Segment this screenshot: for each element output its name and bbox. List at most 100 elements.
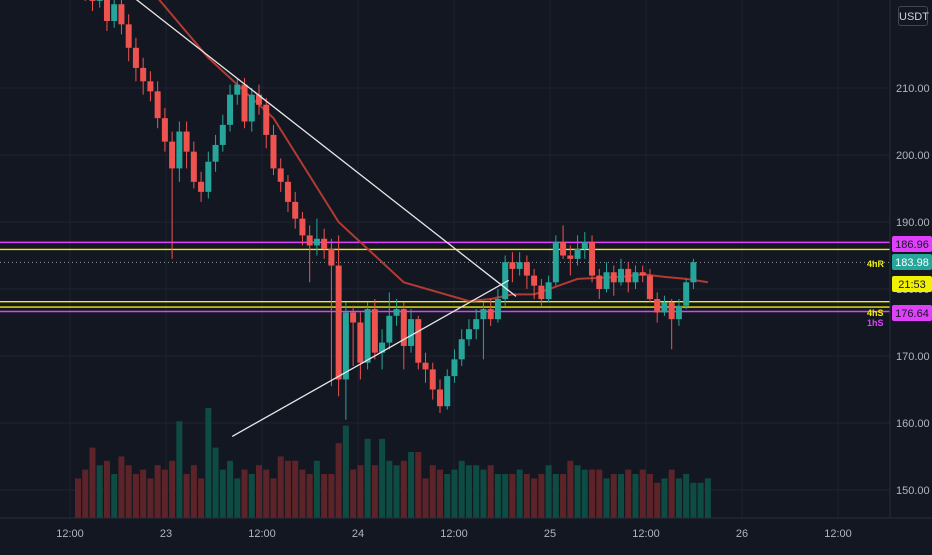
candle-body[interactable] [313,238,320,246]
candle-body[interactable] [618,268,624,283]
candle-body[interactable] [205,161,212,192]
candle-body[interactable] [589,242,596,276]
candle-body[interactable] [176,131,183,169]
candle-body[interactable] [89,0,96,1]
trendline-descending-resistance[interactable] [87,0,517,297]
candle-body[interactable] [111,4,118,21]
candle-body[interactable] [161,118,168,142]
candle-body[interactable] [147,81,154,92]
candle-body[interactable] [574,248,581,259]
currency-badge[interactable]: USDT [898,6,929,26]
candle-body[interactable] [227,94,234,125]
candle-body[interactable] [610,272,617,283]
candle-body[interactable] [465,329,472,340]
candle-body[interactable] [639,272,646,276]
candle-body[interactable] [690,262,697,283]
candle-body[interactable] [415,319,422,363]
volume-bar [241,469,248,518]
candle-body[interactable] [567,255,574,259]
candle-body[interactable] [198,181,205,192]
volume-bar [408,452,415,518]
candle-body[interactable] [219,124,226,145]
candle-body[interactable] [321,238,328,249]
candle-body[interactable] [357,322,364,363]
candle-body[interactable] [118,4,125,25]
candle-body[interactable] [408,319,415,346]
candle-body[interactable] [371,309,378,353]
candle-body[interactable] [350,312,357,323]
candle-body[interactable] [422,362,429,370]
candle-body[interactable] [661,302,668,313]
candle-body[interactable] [393,309,400,316]
candle-body[interactable] [560,242,567,256]
candle-body[interactable] [683,282,690,306]
candle-body[interactable] [103,0,110,21]
candle-body[interactable] [342,312,349,380]
candle-body[interactable] [625,268,632,283]
candle-body[interactable] [552,242,559,283]
candle-body[interactable] [494,299,501,320]
candle-body[interactable] [473,319,480,330]
candle-body[interactable] [234,84,241,95]
candle-body[interactable] [277,168,284,182]
candle-body[interactable] [96,0,103,1]
candle-body[interactable] [545,282,552,300]
candle-body[interactable] [241,84,248,122]
candle-body[interactable] [646,275,653,300]
candle-body[interactable] [263,104,270,135]
candle-body[interactable] [509,262,516,269]
volume-bar [552,474,559,518]
axis-label-countdown[interactable] [892,276,932,292]
candle-body[interactable] [531,275,538,286]
candle-body[interactable] [596,275,603,289]
volume-bar [473,465,480,518]
candle-body[interactable] [169,141,176,169]
candle-body[interactable] [516,262,523,269]
candle-body[interactable] [379,342,386,353]
candle-body[interactable] [668,302,675,320]
candle-body[interactable] [437,389,443,407]
candle-body[interactable] [190,151,197,182]
candle-body[interactable] [523,262,530,276]
candle-body[interactable] [502,262,509,300]
candle-body[interactable] [248,94,255,122]
candle-body[interactable] [400,309,407,346]
candle-body[interactable] [458,339,465,360]
candle-body[interactable] [183,131,190,152]
candle-body[interactable] [429,369,436,390]
axis-label-183[interactable] [892,254,932,270]
candle-body[interactable] [154,91,161,119]
candle-body[interactable] [306,235,313,246]
candle-body[interactable] [603,272,610,289]
candle-body[interactable] [335,265,342,380]
candle-body[interactable] [284,181,291,202]
candle-body[interactable] [451,359,458,377]
candle-body[interactable] [270,134,277,169]
candle-body[interactable] [212,144,219,162]
candle-body[interactable] [256,94,262,105]
trendline-ascending-support[interactable] [231,279,510,437]
candle-body[interactable] [675,305,682,320]
candle-body[interactable] [538,285,545,300]
volume-bar [393,465,400,518]
moving-average-line[interactable] [78,0,709,303]
axis-label-176[interactable] [892,305,932,321]
candle-body[interactable] [654,299,661,313]
candle-body[interactable] [386,315,393,343]
candle-body[interactable] [132,47,139,68]
axis-label-186[interactable] [892,236,932,252]
candle-body[interactable] [299,218,306,236]
candle-body[interactable] [364,309,371,363]
candle-body[interactable] [480,309,487,320]
candle-body[interactable] [140,67,147,82]
candle-body[interactable] [632,272,639,283]
candle-body[interactable] [328,248,335,266]
candle-body[interactable] [125,24,132,48]
candle-body[interactable] [487,309,494,320]
candle-body[interactable] [292,201,299,219]
candle-body[interactable] [444,376,451,407]
candle-body[interactable] [581,242,588,249]
price-axis-panel[interactable] [890,0,932,550]
